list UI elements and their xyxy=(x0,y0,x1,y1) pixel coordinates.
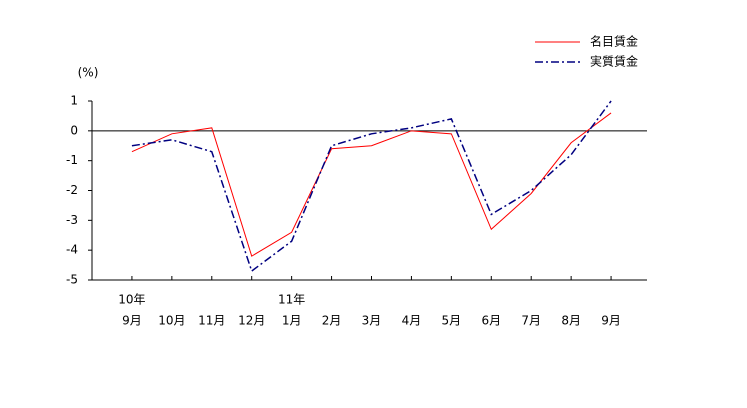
y-tick-label: -4 xyxy=(66,243,78,257)
y-tick-label: -3 xyxy=(66,213,78,227)
x-tick-label: 6月 xyxy=(481,314,501,328)
year-label: 10年 xyxy=(118,293,145,307)
y-tick-label: -2 xyxy=(66,183,78,197)
x-tick-label: 4月 xyxy=(402,314,422,328)
x-tick-label: 5月 xyxy=(442,314,462,328)
x-tick-label: 7月 xyxy=(521,314,541,328)
x-tick-label: 9月 xyxy=(122,314,142,328)
x-tick-label: 1月 xyxy=(282,314,302,328)
y-tick-label: -5 xyxy=(66,273,78,287)
x-tick-label: 9月 xyxy=(601,314,621,328)
legend-label: 名目賃金 xyxy=(590,34,638,49)
y-tick-label: 1 xyxy=(70,94,78,108)
x-tick-label: 2月 xyxy=(322,314,342,328)
x-tick-label: 11月 xyxy=(198,314,225,328)
x-tick-label: 12月 xyxy=(238,314,265,328)
x-tick-label: 3月 xyxy=(362,314,382,328)
legend-label: 実質賃金 xyxy=(590,54,638,69)
x-tick-label: 10月 xyxy=(158,314,185,328)
x-tick-label: 8月 xyxy=(561,314,581,328)
year-label: 11年 xyxy=(278,293,305,307)
y-tick-label: -1 xyxy=(66,153,78,167)
series-line xyxy=(131,100,612,273)
series-line xyxy=(131,112,612,257)
y-tick-label: 0 xyxy=(70,123,78,137)
y-unit-label: (%) xyxy=(78,66,99,80)
